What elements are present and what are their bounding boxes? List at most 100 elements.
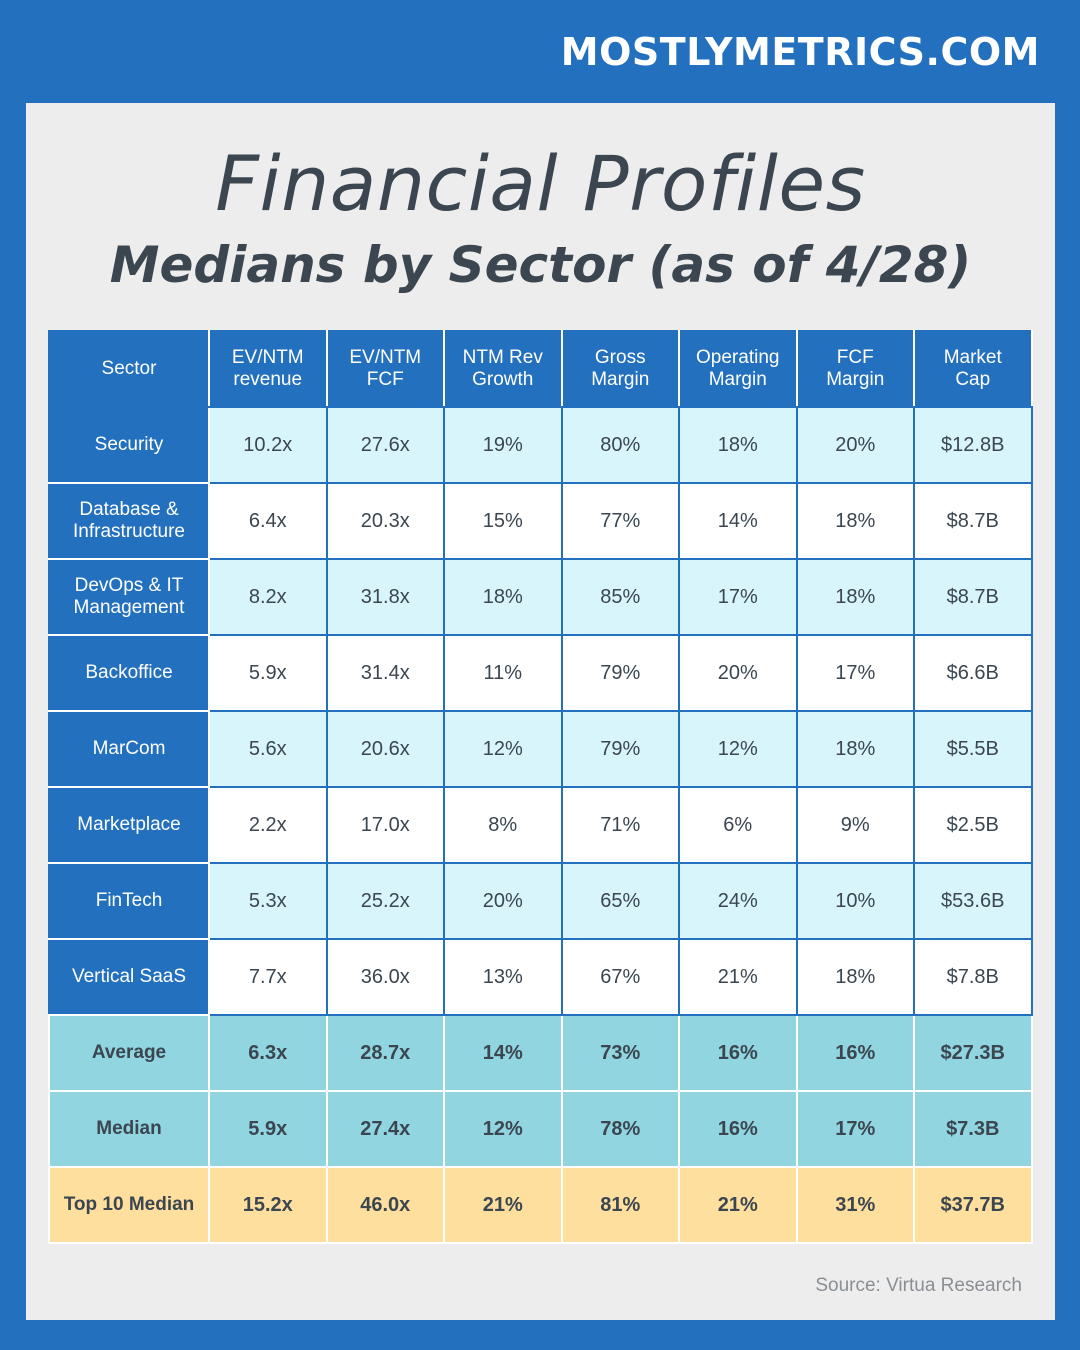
cell-ev-ntm-revenue: 5.9x — [208, 634, 328, 712]
summary-cell-gross-margin: 73% — [560, 1014, 680, 1092]
cell-ev-ntm-revenue: 8.2x — [208, 558, 328, 636]
cell-text-line: Security — [94, 434, 164, 455]
cell-text-line: Management — [73, 597, 185, 618]
summary-cell-market-cap: $27.3B — [913, 1014, 1033, 1092]
summary-cell-ev-ntm-revenue: 6.3x — [208, 1014, 328, 1092]
summary-cell-operating-margin: 16% — [678, 1014, 798, 1092]
top-10-cell-ntm-rev-growth: 21% — [443, 1166, 563, 1244]
top-10-cell-operating-margin: 21% — [678, 1166, 798, 1244]
top-10-cell-ev-ntm-revenue: 15.2x — [208, 1166, 328, 1244]
cell-text-line: Cap — [955, 369, 991, 390]
table-row: FinTech 5.3x 25.2x 20% 65% 24% 10% $53.6B — [48, 862, 1033, 940]
cell-gross-margin: 85% — [560, 558, 680, 636]
cell-ev-ntm-fcf: 27.6x — [325, 406, 445, 484]
column-header-ntm-rev-growth: NTM Rev Growth — [443, 330, 563, 408]
cell-text-line: Vertical SaaS — [71, 966, 187, 987]
cell-text-line: FCF — [366, 369, 404, 390]
cell-fcf-margin: 9% — [795, 786, 915, 864]
column-header-sector: Sector — [48, 330, 210, 408]
cell-fcf-margin: 18% — [795, 558, 915, 636]
table-row: Backoffice 5.9x 31.4x 11% 79% 20% 17% $6.6B — [48, 634, 1033, 712]
cell-fcf-margin: 18% — [795, 482, 915, 560]
cell-ev-ntm-fcf: 31.8x — [325, 558, 445, 636]
cell-operating-margin: 18% — [678, 406, 798, 484]
summary-row-label: Average — [48, 1014, 210, 1092]
top-10-cell-market-cap: $37.7B — [913, 1166, 1033, 1244]
column-header-gross-margin: Gross Margin — [560, 330, 680, 408]
summary-cell-fcf-margin: 16% — [795, 1014, 915, 1092]
cell-fcf-margin: 10% — [795, 862, 915, 940]
cell-market-cap: $8.7B — [913, 558, 1033, 636]
row-header-sector: Security — [48, 406, 210, 484]
source-note: Source: Virtua Research — [815, 1275, 1022, 1296]
cell-text-line: Operating — [696, 347, 780, 368]
top-10-cell-gross-margin: 81% — [560, 1166, 680, 1244]
cell-operating-margin: 6% — [678, 786, 798, 864]
row-header-sector: MarCom — [48, 710, 210, 788]
column-header-ev-ntm-revenue: EV/NTM revenue — [208, 330, 328, 408]
cell-text-line: DevOps & IT — [74, 575, 184, 596]
cell-ev-ntm-revenue: 5.3x — [208, 862, 328, 940]
cell-fcf-margin: 20% — [795, 406, 915, 484]
cell-gross-margin: 79% — [560, 710, 680, 788]
cell-ev-ntm-revenue: 2.2x — [208, 786, 328, 864]
summary-cell-ntm-rev-growth: 14% — [443, 1014, 563, 1092]
summary-cell-ev-ntm-fcf: 27.4x — [325, 1090, 445, 1168]
summary-cell-gross-margin: 78% — [560, 1090, 680, 1168]
table-row: Vertical SaaS 7.7x 36.0x 13% 67% 21% 18% $7.8B — [48, 938, 1033, 1016]
cell-text-line: Margin — [708, 369, 767, 390]
cell-operating-margin: 20% — [678, 634, 798, 712]
cell-operating-margin: 17% — [678, 558, 798, 636]
content-panel: Financial Profiles Medians by Sector (as… — [26, 103, 1055, 1320]
cell-market-cap: $53.6B — [913, 862, 1033, 940]
cell-market-cap: $6.6B — [913, 634, 1033, 712]
summary-cell-market-cap: $7.3B — [913, 1090, 1033, 1168]
cell-text-line: EV/NTM — [231, 347, 304, 368]
table-row: DevOps & IT Management 8.2x 31.8x 18% 85% 17% 1… — [48, 558, 1033, 636]
row-header-sector: FinTech — [48, 862, 210, 940]
cell-ntm-rev-growth: 11% — [443, 634, 563, 712]
top-10-median-row: Top 10 Median 15.2x 46.0x 21% 81% 21% 31% $37.7… — [48, 1166, 1033, 1244]
cell-ev-ntm-revenue: 6.4x — [208, 482, 328, 560]
summary-row-median: Median 5.9x 27.4x 12% 78% 16% 17% $7.3B — [48, 1090, 1033, 1168]
table-row: Database & Infrastructure 6.4x 20.3x 15% 77% 1… — [48, 482, 1033, 560]
cell-market-cap: $2.5B — [913, 786, 1033, 864]
cell-ntm-rev-growth: 12% — [443, 710, 563, 788]
cell-text-line: EV/NTM — [349, 347, 422, 368]
cell-text-line: Gross — [594, 347, 646, 368]
cell-ntm-rev-growth: 19% — [443, 406, 563, 484]
table-row: Marketplace 2.2x 17.0x 8% 71% 6% 9% $2.5B — [48, 786, 1033, 864]
cell-gross-margin: 79% — [560, 634, 680, 712]
cell-market-cap: $8.7B — [913, 482, 1033, 560]
cell-text-line: Backoffice — [85, 662, 173, 683]
cell-gross-margin: 80% — [560, 406, 680, 484]
cell-operating-margin: 24% — [678, 862, 798, 940]
cell-fcf-margin: 18% — [795, 938, 915, 1016]
summary-row-label: Median — [48, 1090, 210, 1168]
cell-ev-ntm-revenue: 5.6x — [208, 710, 328, 788]
cell-ev-ntm-fcf: 17.0x — [325, 786, 445, 864]
cell-ntm-rev-growth: 15% — [443, 482, 563, 560]
cell-operating-margin: 21% — [678, 938, 798, 1016]
cell-text-line: Marketplace — [77, 814, 181, 835]
page-subtitle: Medians by Sector (as of 4/28) — [109, 236, 972, 294]
table-row: Security 10.2x 27.6x 19% 80% 18% 20% $12.8B — [48, 406, 1033, 484]
cell-text-line: Infrastructure — [73, 521, 185, 542]
cell-ntm-rev-growth: 20% — [443, 862, 563, 940]
brand-wordmark: MOSTLYMETRICS.COM — [560, 30, 1040, 74]
financial-profiles-table: Sector EV/NTM revenue EV/NTM FCF NTM Rev Growt… — [48, 330, 1033, 1244]
cell-ntm-rev-growth: 8% — [443, 786, 563, 864]
cell-ev-ntm-fcf: 20.6x — [325, 710, 445, 788]
cell-text-line: Sector — [101, 358, 157, 379]
cell-text-line: FinTech — [95, 890, 163, 911]
row-header-sector: Database & Infrastructure — [48, 482, 210, 560]
column-header-operating-margin: Operating Margin — [678, 330, 798, 408]
cell-gross-margin: 71% — [560, 786, 680, 864]
row-header-sector: Vertical SaaS — [48, 938, 210, 1016]
cell-text-line: FCF — [836, 347, 874, 368]
cell-market-cap: $7.8B — [913, 938, 1033, 1016]
row-header-sector: Backoffice — [48, 634, 210, 712]
cell-market-cap: $5.5B — [913, 710, 1033, 788]
cell-gross-margin: 77% — [560, 482, 680, 560]
cell-ntm-rev-growth: 13% — [443, 938, 563, 1016]
